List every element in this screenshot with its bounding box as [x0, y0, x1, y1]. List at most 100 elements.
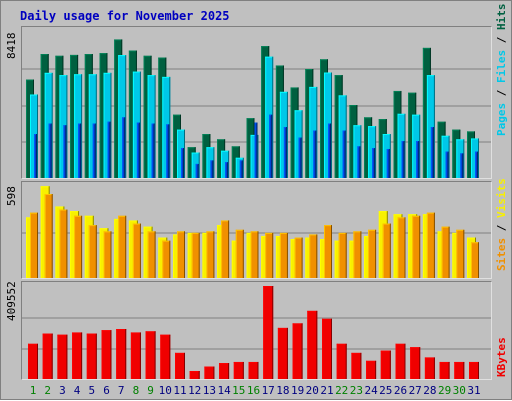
- day-label-22: 22: [335, 384, 348, 397]
- sites-bar-16: [250, 231, 259, 278]
- day-label-3: 3: [59, 384, 66, 397]
- kbytes-bar-22: [336, 343, 347, 379]
- pages-bar-22: [342, 130, 346, 178]
- sites-bar-19: [294, 237, 303, 278]
- bottom-right-label: KBytes: [495, 337, 508, 377]
- legend-sep-3: /: [495, 218, 508, 238]
- day-label-27: 27: [409, 384, 422, 397]
- sites-bar-29: [441, 226, 450, 278]
- chart-title: Daily usage for November 2025: [20, 9, 230, 23]
- pages-bar-3: [63, 125, 67, 178]
- sites-bar-2: [44, 194, 53, 278]
- day-label-13: 13: [203, 384, 216, 397]
- pages-bar-2: [48, 123, 52, 178]
- kbytes-bar-31: [469, 361, 479, 379]
- kbytes-bar-23: [351, 352, 362, 379]
- day-label-5: 5: [88, 384, 95, 397]
- sites-bar-7: [118, 215, 127, 278]
- pages-bar-9: [151, 123, 155, 178]
- pages-bar-18: [283, 127, 287, 178]
- kbytes-bar-29: [439, 361, 450, 379]
- hits-files-pages-chart: [22, 39, 491, 178]
- pages-bar-19: [298, 137, 302, 178]
- sites-bar-28: [426, 212, 435, 278]
- legend-sep-2: /: [495, 30, 508, 50]
- bottom-max-label: 409552: [5, 281, 18, 321]
- kbytes-bar-17: [263, 286, 274, 379]
- day-label-23: 23: [350, 384, 363, 397]
- sites-bar-23: [353, 231, 362, 278]
- kbytes-bar-1: [28, 343, 38, 379]
- pages-bar-16: [254, 122, 258, 178]
- sites-bar-26: [397, 217, 406, 278]
- files-bar-8: [132, 71, 141, 178]
- day-label-12: 12: [188, 384, 201, 397]
- pages-bar-17: [269, 114, 273, 178]
- day-label-2: 2: [44, 384, 51, 397]
- kbytes-bar-30: [454, 361, 465, 379]
- pages-bar-31: [475, 151, 478, 178]
- day-label-20: 20: [306, 384, 319, 397]
- kbytes-bar-13: [204, 366, 215, 379]
- day-label-4: 4: [74, 384, 81, 397]
- day-label-8: 8: [133, 384, 140, 397]
- pages-bar-13: [210, 160, 214, 178]
- legend-sep-1: /: [495, 83, 508, 103]
- day-label-18: 18: [276, 384, 289, 397]
- pages-bar-29: [445, 151, 449, 178]
- sites-bar-9: [147, 231, 156, 278]
- pages-bar-11: [181, 148, 184, 178]
- kbytes-bar-28: [424, 357, 435, 379]
- day-label-19: 19: [291, 384, 304, 397]
- files-bar-7: [118, 55, 127, 178]
- pages-bar-26: [401, 141, 405, 178]
- kbytes-bar-21: [322, 318, 332, 379]
- day-label-21: 21: [320, 384, 333, 397]
- day-label-30: 30: [453, 384, 466, 397]
- day-label-26: 26: [394, 384, 407, 397]
- sites-bar-6: [103, 231, 112, 278]
- day-label-10: 10: [159, 384, 172, 397]
- kbytes-bar-5: [86, 333, 97, 379]
- pages-bar-23: [357, 146, 361, 178]
- kbytes-bar-8: [130, 332, 141, 379]
- pages-bar-4: [78, 123, 82, 178]
- pages-bar-28: [430, 127, 434, 178]
- kbytes-bar-26: [395, 343, 406, 379]
- sites-bar-20: [309, 234, 318, 278]
- kbytes-bar-19: [292, 323, 303, 379]
- pages-bar-6: [107, 121, 111, 178]
- pages-bar-1: [34, 134, 37, 178]
- day-axis: 1 2 3 4 5 6 7 8 9 10 11 12 13 14 15 16 17 18 19 20 21 22 23 24 2…: [30, 384, 481, 397]
- kbytes-bar-27: [410, 347, 421, 379]
- kbytes-bar-16: [248, 361, 259, 379]
- kbytes-bar-11: [175, 352, 185, 379]
- day-label-14: 14: [217, 384, 231, 397]
- sites-bar-11: [177, 231, 185, 278]
- kbytes-panel: [21, 281, 492, 380]
- sites-bar-15: [235, 229, 244, 278]
- pages-bar-20: [313, 130, 317, 178]
- middle-right-label: Sites / Visits: [495, 178, 508, 271]
- pages-bar-30: [460, 153, 464, 178]
- hits-files-pages-panel: [21, 26, 492, 179]
- visits-legend: Visits: [495, 178, 508, 218]
- top-right-label: Pages / Files / Hits: [495, 4, 508, 137]
- day-label-31: 31: [467, 384, 480, 397]
- pages-bar-12: [195, 163, 199, 178]
- day-label-6: 6: [103, 384, 110, 397]
- sites-bar-25: [382, 223, 391, 278]
- sites-visits-chart: [22, 186, 491, 278]
- day-label-11: 11: [173, 384, 186, 397]
- kbytes-bar-2: [42, 333, 53, 379]
- sites-bar-30: [456, 229, 465, 278]
- kbytes-bar-10: [160, 334, 171, 379]
- day-label-17: 17: [262, 384, 275, 397]
- day-label-7: 7: [118, 384, 125, 397]
- sites-legend: Sites: [495, 237, 508, 271]
- sites-bar-10: [162, 240, 171, 278]
- sites-bar-21: [324, 225, 332, 278]
- kbytes-bar-6: [101, 330, 112, 379]
- sites-bar-31: [471, 242, 479, 278]
- kbytes-bar-15: [233, 361, 244, 379]
